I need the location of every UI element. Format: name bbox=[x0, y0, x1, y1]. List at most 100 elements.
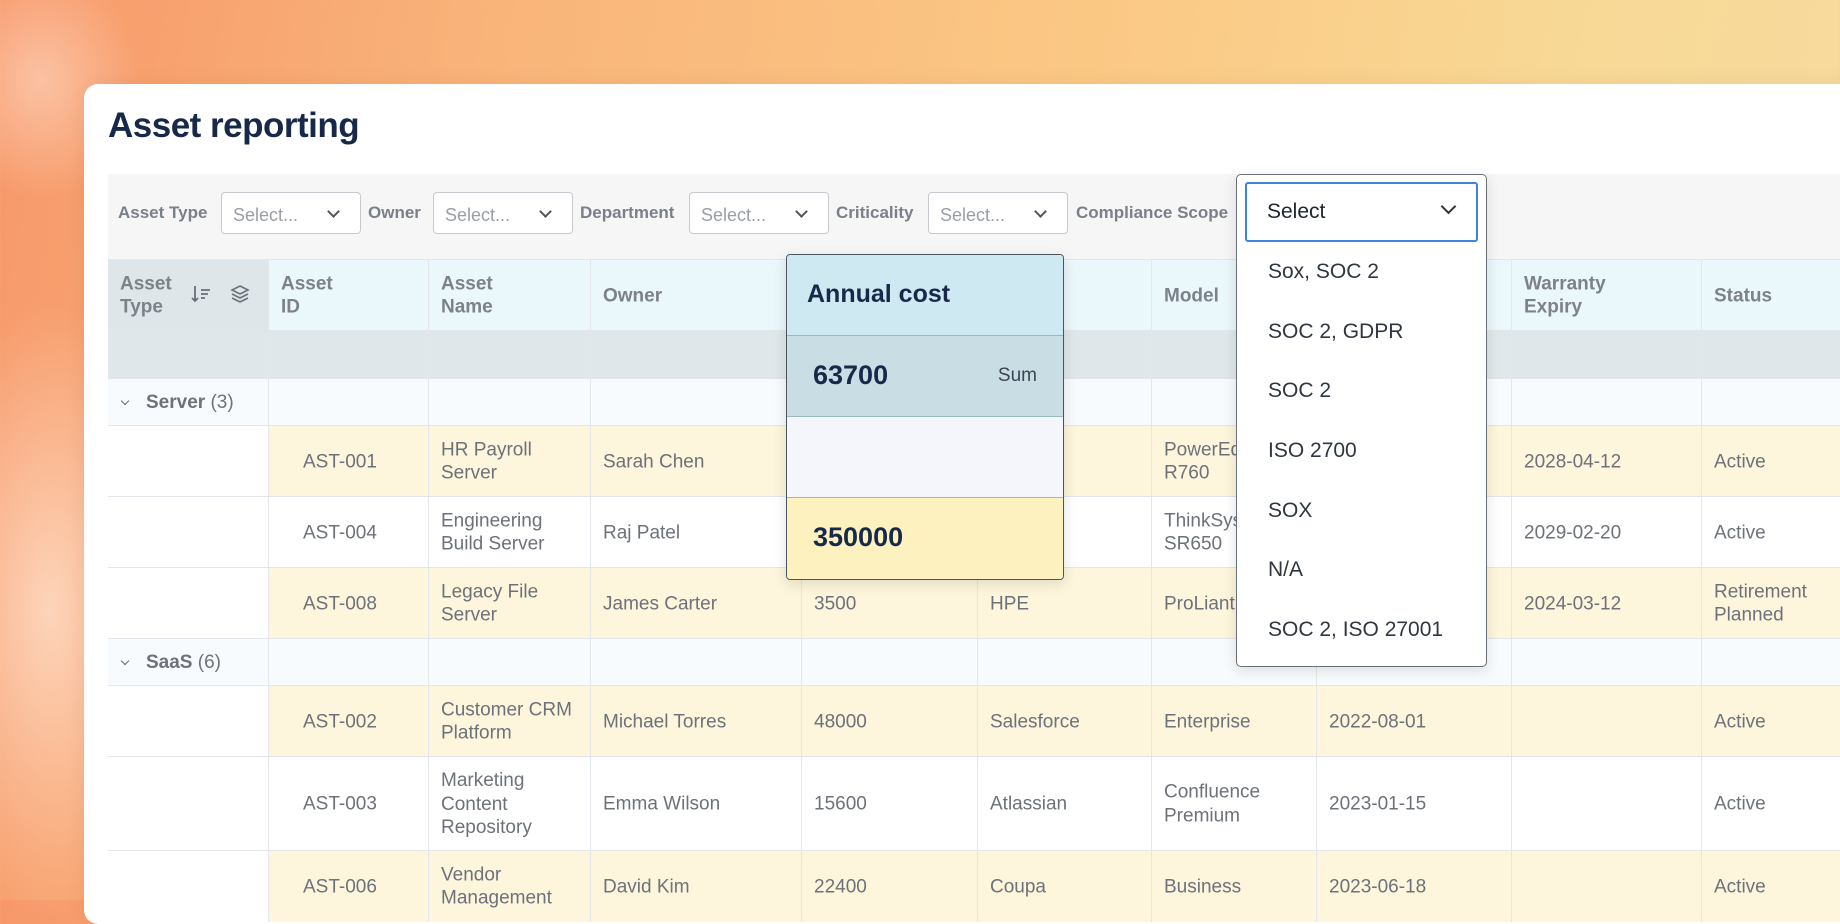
cell-asset-type[interactable] bbox=[108, 331, 268, 379]
cell-asset-name[interactable]: HR Payroll Server bbox=[428, 426, 590, 497]
cell-status[interactable] bbox=[1701, 639, 1840, 686]
dropdown-option[interactable]: ISO 2700 bbox=[1268, 439, 1357, 462]
cell-asset-name[interactable]: Marketing Content Repository bbox=[428, 757, 590, 851]
cell-asset-type[interactable] bbox=[108, 851, 268, 922]
cell-asset-name[interactable]: Vendor Management bbox=[428, 851, 590, 922]
cell-warranty-expiry[interactable] bbox=[1511, 757, 1701, 851]
cell-vendor[interactable]: HPE bbox=[977, 568, 1151, 639]
cell-asset-id[interactable] bbox=[268, 639, 428, 686]
dropdown-option[interactable]: SOC 2 bbox=[1268, 379, 1332, 402]
cell-owner[interactable]: Michael Torres bbox=[590, 686, 801, 757]
cell-owner[interactable]: Sarah Chen bbox=[590, 426, 801, 497]
cell-status[interactable]: Active bbox=[1701, 686, 1840, 757]
cell-status[interactable] bbox=[1701, 379, 1840, 426]
cell-asset-type[interactable] bbox=[108, 686, 268, 757]
cell-model[interactable] bbox=[1151, 639, 1316, 686]
cell-warranty-expiry[interactable]: 2024-03-12 bbox=[1511, 568, 1701, 639]
cell-asset-type[interactable] bbox=[108, 568, 268, 639]
cell-asset-name[interactable]: Engineering Build Server bbox=[428, 497, 590, 568]
cell-model[interactable]: ProLiant bbox=[1151, 568, 1316, 639]
column-header-warranty-expiry[interactable]: Warranty Expiry bbox=[1511, 260, 1701, 331]
dropdown-option[interactable]: SOC 2, ISO 27001 bbox=[1268, 618, 1444, 641]
cell-model[interactable]: PowerEd R760 bbox=[1151, 426, 1316, 497]
cell-warranty-expiry[interactable] bbox=[1511, 639, 1701, 686]
cell-status[interactable] bbox=[1701, 331, 1840, 379]
cell-asset-name[interactable]: Customer CRM Platform bbox=[428, 686, 590, 757]
cell-vendor[interactable]: Atlassian bbox=[977, 757, 1151, 851]
group-toggle[interactable]: Server (3) bbox=[108, 379, 268, 426]
cell-warranty-expiry[interactable] bbox=[1511, 379, 1701, 426]
cell-annual-cost[interactable]: 22400 bbox=[801, 851, 977, 922]
column-header-owner[interactable]: Owner bbox=[590, 260, 801, 331]
table-row: AST-006 Vendor Management David Kim 22400 Co… bbox=[108, 850, 1840, 922]
popup-sum-row[interactable]: 63700 Sum bbox=[787, 336, 1063, 417]
cell-asset-id[interactable]: AST-003 bbox=[268, 757, 428, 851]
group-toggle[interactable]: SaaS (6) bbox=[108, 639, 268, 686]
cell-asset-id[interactable]: AST-001 bbox=[268, 426, 428, 497]
cell-owner[interactable]: David Kim bbox=[590, 851, 801, 922]
cell-annual-cost[interactable]: 48000 bbox=[801, 686, 977, 757]
layers-icon[interactable] bbox=[229, 283, 251, 305]
cell-purchase-date[interactable]: 2022-08-01 bbox=[1316, 686, 1511, 757]
cell-status[interactable]: Active bbox=[1701, 497, 1840, 568]
cell-owner[interactable] bbox=[590, 331, 801, 379]
filter-select-criticality[interactable]: Select... bbox=[928, 192, 1068, 234]
cell-vendor[interactable]: Coupa bbox=[977, 851, 1151, 922]
column-header-asset-name[interactable]: Asset Name bbox=[428, 260, 590, 331]
cell-status[interactable]: Active bbox=[1701, 426, 1840, 497]
cell-annual-cost[interactable]: 3500 bbox=[801, 568, 977, 639]
column-header-asset-type[interactable]: Asset Type bbox=[108, 260, 268, 331]
cell-asset-id[interactable] bbox=[268, 379, 428, 426]
compliance-scope-select[interactable]: Select bbox=[1245, 182, 1478, 242]
cell-asset-type[interactable] bbox=[108, 497, 268, 568]
cell-asset-id[interactable]: AST-008 bbox=[268, 568, 428, 639]
cell-owner[interactable]: Raj Patel bbox=[590, 497, 801, 568]
filter-select-asset-type[interactable]: Select... bbox=[221, 192, 361, 234]
dropdown-option[interactable]: N/A bbox=[1268, 558, 1304, 581]
cell-annual-cost[interactable] bbox=[801, 639, 977, 686]
cell-purchase-date[interactable]: 2023-06-18 bbox=[1316, 851, 1511, 922]
cell-owner[interactable] bbox=[590, 639, 801, 686]
cell-asset-id[interactable]: AST-006 bbox=[268, 851, 428, 922]
filter-select-department[interactable]: Select... bbox=[689, 192, 829, 234]
cell-model[interactable] bbox=[1151, 379, 1316, 426]
column-header-asset-id[interactable]: Asset ID bbox=[268, 260, 428, 331]
cell-warranty-expiry[interactable] bbox=[1511, 851, 1701, 922]
cell-owner[interactable]: Emma Wilson bbox=[590, 757, 801, 851]
cell-model[interactable]: ThinkSys SR650 bbox=[1151, 497, 1316, 568]
dropdown-option[interactable]: Sox, SOC 2 bbox=[1268, 260, 1379, 283]
cell-model[interactable]: Business bbox=[1151, 851, 1316, 922]
cell-vendor[interactable]: Salesforce bbox=[977, 686, 1151, 757]
cell-asset-name[interactable] bbox=[428, 639, 590, 686]
cell-owner[interactable]: James Carter bbox=[590, 568, 801, 639]
cell-asset-name[interactable]: Legacy File Server bbox=[428, 568, 590, 639]
cell-warranty-expiry[interactable] bbox=[1511, 331, 1701, 379]
cell-asset-type[interactable] bbox=[108, 426, 268, 497]
cell-annual-cost[interactable]: 15600 bbox=[801, 757, 977, 851]
column-header-status[interactable]: Status bbox=[1701, 260, 1840, 331]
filter-select-owner[interactable]: Select... bbox=[433, 192, 573, 234]
cell-asset-id[interactable]: AST-004 bbox=[268, 497, 428, 568]
column-header-model[interactable]: Model bbox=[1151, 260, 1316, 331]
cell-warranty-expiry[interactable]: 2028-04-12 bbox=[1511, 426, 1701, 497]
cell-warranty-expiry[interactable]: 2029-02-20 bbox=[1511, 497, 1701, 568]
cell-status[interactable]: Retirement Planned bbox=[1701, 568, 1840, 639]
cell-status[interactable]: Active bbox=[1701, 757, 1840, 851]
cell-asset-name[interactable] bbox=[428, 379, 590, 426]
cell-model[interactable]: Confluence Premium bbox=[1151, 757, 1316, 851]
cell-asset-id[interactable] bbox=[268, 331, 428, 379]
cell-warranty-expiry[interactable] bbox=[1511, 686, 1701, 757]
cell-asset-name[interactable] bbox=[428, 331, 590, 379]
sort-icon[interactable] bbox=[190, 283, 212, 305]
cell-asset-type[interactable] bbox=[108, 757, 268, 851]
cell-model[interactable] bbox=[1151, 331, 1316, 379]
cell-status[interactable]: Active bbox=[1701, 851, 1840, 922]
cell-vendor[interactable] bbox=[977, 639, 1151, 686]
cell-purchase-date[interactable]: 2023-01-15 bbox=[1316, 757, 1511, 851]
cell-model[interactable]: Enterprise bbox=[1151, 686, 1316, 757]
dropdown-option[interactable]: SOC 2, GDPR bbox=[1268, 320, 1404, 343]
cell-owner[interactable] bbox=[590, 379, 801, 426]
dropdown-option[interactable]: SOX bbox=[1268, 499, 1313, 522]
cell-asset-id[interactable]: AST-002 bbox=[268, 686, 428, 757]
cell-text: Warranty Expiry bbox=[1524, 273, 1606, 318]
